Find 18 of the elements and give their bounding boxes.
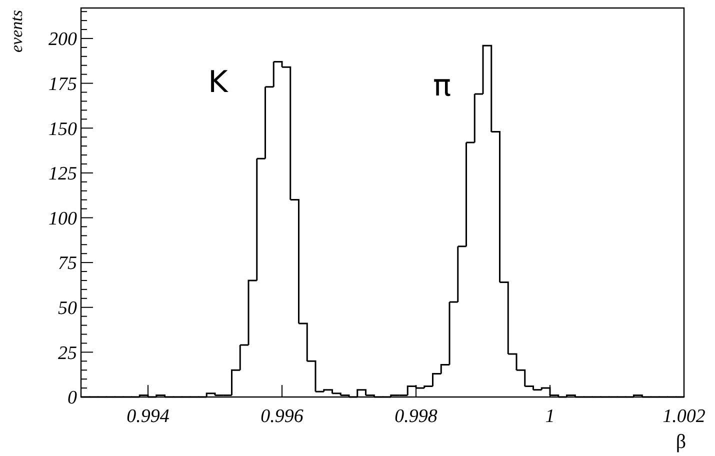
x-tick-label: 0.994 — [126, 406, 170, 427]
x-tick-label: 1 — [545, 406, 555, 427]
y-tick-label: 25 — [58, 342, 77, 364]
y-tick-label: 150 — [48, 118, 78, 140]
y-tick-label: 0 — [68, 388, 78, 409]
x-tick-label: 0.998 — [394, 406, 438, 427]
annotation: K — [208, 65, 230, 100]
y-tick-label: 50 — [58, 298, 78, 320]
x-tick-label: 1.002 — [662, 406, 706, 427]
y-tick-label: 75 — [58, 253, 77, 274]
y-tick-label: 100 — [48, 208, 78, 230]
x-tick-label: 0.996 — [260, 406, 304, 427]
y-axis-title: events — [7, 10, 26, 52]
y-tick-label: 200 — [48, 29, 78, 50]
y-tick-label: 125 — [48, 164, 77, 185]
annotation: π — [432, 68, 452, 104]
x-axis-title: β — [676, 431, 686, 453]
y-tick-label: 175 — [48, 74, 77, 95]
